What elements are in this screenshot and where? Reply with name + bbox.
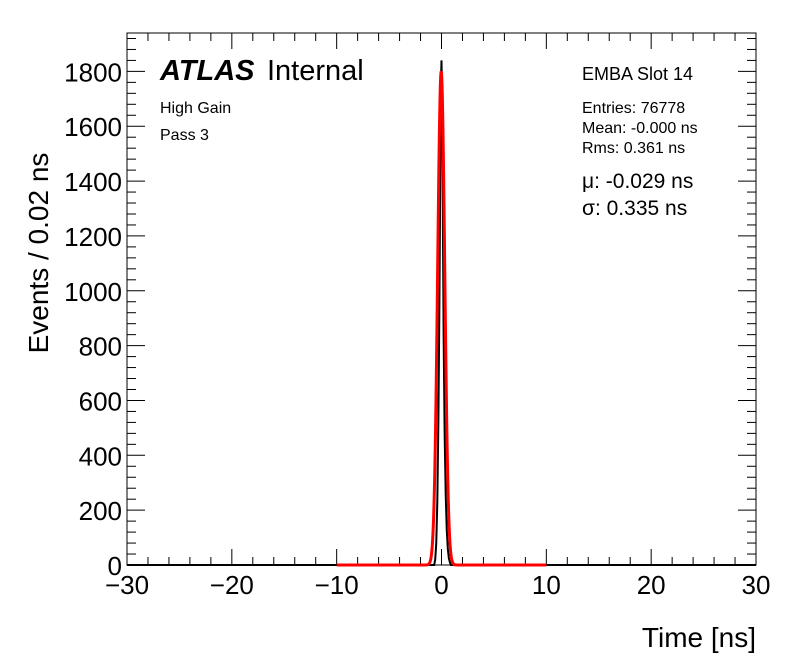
rms-label: Rms: 0.361 ns	[582, 140, 685, 157]
x-tick-label: 20	[637, 570, 666, 600]
x-tick-label: −20	[210, 570, 254, 600]
x-tick-labels: −30 −20 −10 0 10 20 30	[105, 570, 771, 600]
y-tick-label: 1800	[64, 57, 122, 87]
pass-label: Pass 3	[160, 127, 209, 144]
y-tick-label: 200	[79, 496, 122, 526]
y-axis-title: Events / 0.02 ns	[23, 153, 54, 354]
x-axis-title: Time [ns]	[642, 622, 756, 653]
mean-label: Mean: -0.000 ns	[582, 120, 698, 137]
entries-label: Entries: 76778	[582, 100, 685, 117]
y-tick-label: 600	[79, 386, 122, 416]
axis-ticks	[126, 33, 757, 566]
x-tick-label: 10	[532, 570, 561, 600]
chart-marks	[127, 60, 756, 567]
y-tick-label: 1000	[64, 277, 122, 307]
y-tick-label: 400	[79, 441, 122, 471]
x-tick-label: −30	[105, 570, 149, 600]
fit-sigma-label: σ: 0.335 ns	[582, 197, 687, 220]
y-tick-label: 1400	[64, 167, 122, 197]
y-tick-label: 1200	[64, 222, 122, 252]
gain-label: High Gain	[160, 100, 231, 117]
gaussian-fit-line	[336, 71, 547, 567]
y-tick-label: 0	[108, 551, 122, 581]
atlas-label-bold: ATLAS	[159, 55, 255, 87]
x-tick-label: 30	[742, 570, 771, 600]
y-tick-label: 1600	[64, 112, 122, 142]
y-tick-label: 800	[79, 332, 122, 362]
fit-mu-label: μ: -0.029 ns	[582, 170, 693, 193]
x-tick-label: 0	[434, 570, 448, 600]
y-tick-labels: 0 200 400 600 800 1000 1200 1400 1600 1800	[64, 57, 122, 581]
atlas-label-internal: Internal	[267, 55, 364, 87]
x-tick-label: −10	[315, 570, 359, 600]
atlas-label: ATLAS Internal	[159, 55, 364, 87]
module-label: EMBA Slot 14	[582, 64, 693, 84]
